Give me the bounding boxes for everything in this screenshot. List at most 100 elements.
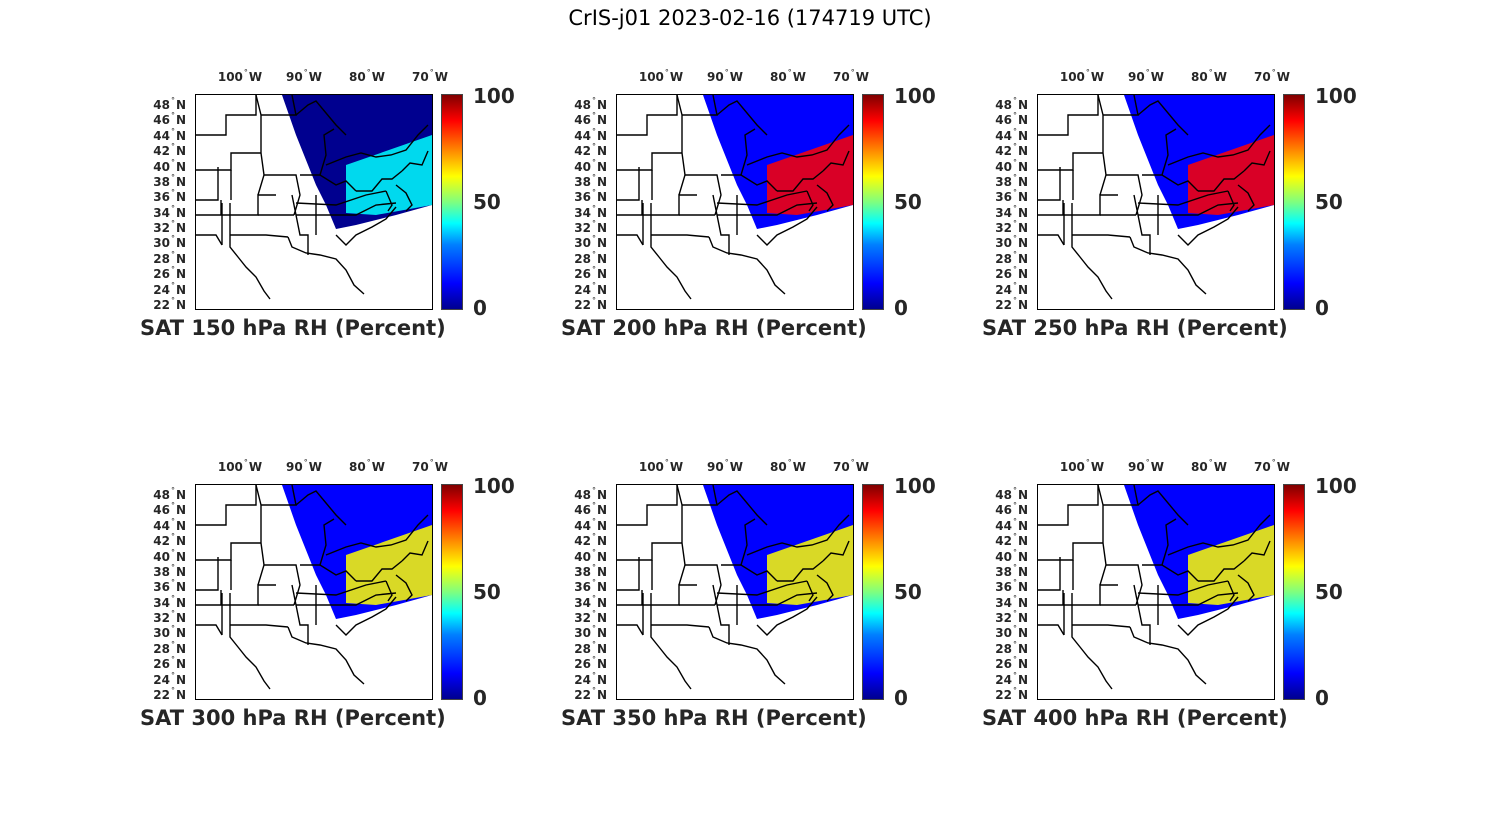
panel-title: SAT 200 hPa RH (Percent) <box>561 316 867 340</box>
latitude-tick-label: 22°N <box>153 686 186 702</box>
colorbar-tick-label: 0 <box>473 296 487 320</box>
latitude-tick-label: 28°N <box>995 639 1028 656</box>
latitude-tick-label: 44°N <box>574 516 607 533</box>
boundary-line <box>229 203 271 300</box>
boundary-line <box>230 234 289 238</box>
boundary-line <box>1137 190 1229 206</box>
boundary-line <box>1133 584 1151 645</box>
colorbar <box>1283 94 1305 310</box>
colorbar-tick-label: 0 <box>894 686 908 710</box>
boundary-line <box>822 540 850 562</box>
latitude-tick-label: 38°N <box>153 172 186 189</box>
boundary-line <box>1038 485 1099 526</box>
longitude-tick-label: 100°W <box>217 68 263 84</box>
map-svg <box>196 485 432 690</box>
latitude-axis: 48°N 46°N 44°N 42°N 40°N 38°N 36°N 34°N 32°N 30°N… <box>982 484 1032 702</box>
boundary-line <box>1038 542 1103 561</box>
boundary-line <box>196 584 276 606</box>
boundary-line <box>617 194 697 216</box>
colorbar-tick-label: 100 <box>894 84 936 108</box>
latitude-tick-label: 30°N <box>995 624 1028 641</box>
state-boundaries <box>196 485 429 690</box>
boundary-line <box>712 194 730 255</box>
colorbar-tick-label: 0 <box>1315 296 1329 320</box>
longitude-tick-label: 80°W <box>770 458 806 474</box>
boundary-line <box>1038 234 1065 246</box>
boundary-line <box>1167 514 1271 556</box>
boundary-line <box>676 95 686 196</box>
boundary-line <box>716 190 808 206</box>
boundary-line <box>716 490 768 526</box>
boundary-line <box>401 150 429 172</box>
latitude-tick-label: 22°N <box>574 686 607 702</box>
boundary-line <box>1137 490 1189 526</box>
boundary-line <box>617 542 682 561</box>
boundary-line <box>385 580 393 602</box>
map-plot-area <box>1037 94 1275 310</box>
latitude-tick-label: 24°N <box>995 670 1028 687</box>
boundary-line <box>1071 203 1113 300</box>
map-panel: 100°W 90°W 80°W 70°W 48°N 46°N 44°N 42°N 40°N 38°… <box>140 68 560 370</box>
latitude-tick-label: 30°N <box>153 624 186 641</box>
latitude-tick-label: 24°N <box>995 280 1028 297</box>
latitude-axis: 48°N 46°N 44°N 42°N 40°N 38°N 36°N 34°N 32°N 30°N… <box>140 484 190 702</box>
boundary-line <box>1106 174 1143 216</box>
map-panel: 100°W 90°W 80°W 70°W 48°N 46°N 44°N 42°N 40°N 38°… <box>561 458 981 760</box>
boundary-line <box>255 95 265 196</box>
latitude-tick-label: 36°N <box>153 578 186 595</box>
boundary-line <box>300 128 335 176</box>
latitude-tick-label: 34°N <box>574 593 607 610</box>
boundary-line <box>617 167 640 201</box>
boundary-line <box>806 190 814 212</box>
latitude-tick-label: 22°N <box>995 686 1028 702</box>
longitude-tick-label: 70°W <box>833 458 869 474</box>
boundary-line <box>1142 518 1177 566</box>
boundary-line <box>740 564 778 582</box>
latitude-tick-label: 26°N <box>574 655 607 672</box>
boundary-line <box>816 184 834 212</box>
latitude-tick-label: 42°N <box>153 142 186 159</box>
boundary-line <box>650 593 692 690</box>
latitude-tick-label: 30°N <box>574 234 607 251</box>
latitude-tick-label: 40°N <box>995 547 1028 564</box>
boundary-line <box>295 490 347 526</box>
state-boundaries <box>1038 485 1271 690</box>
longitude-axis: 100°W 90°W 80°W 70°W <box>616 458 876 478</box>
colorbar-tick-label: 100 <box>473 474 515 498</box>
longitude-axis: 100°W 90°W 80°W 70°W <box>1037 458 1297 478</box>
longitude-tick-label: 100°W <box>1059 68 1105 84</box>
boundary-line <box>1038 95 1099 136</box>
boundary-line <box>296 592 397 606</box>
colorbar-tick-label: 0 <box>473 686 487 710</box>
boundary-line <box>617 624 644 636</box>
latitude-tick-label: 40°N <box>995 157 1028 174</box>
latitude-tick-label: 38°N <box>574 562 607 579</box>
longitude-tick-label: 70°W <box>1254 458 1290 474</box>
boundary-line <box>255 485 265 586</box>
boundary-line <box>1161 174 1199 192</box>
latitude-tick-label: 24°N <box>574 280 607 297</box>
latitude-tick-label: 30°N <box>574 624 607 641</box>
latitude-tick-label: 48°N <box>153 486 186 502</box>
boundary-line <box>296 202 397 216</box>
panel-title: SAT 150 hPa RH (Percent) <box>140 316 446 340</box>
boundary-line <box>716 580 808 596</box>
longitude-tick-label: 70°W <box>1254 68 1290 84</box>
latitude-tick-label: 48°N <box>995 486 1028 502</box>
boundary-line <box>708 626 786 685</box>
map-svg <box>617 485 853 690</box>
boundary-line <box>1129 236 1207 295</box>
latitude-tick-label: 32°N <box>574 219 607 236</box>
latitude-tick-label: 26°N <box>153 265 186 282</box>
boundary-line <box>264 174 301 216</box>
boundary-line <box>1038 152 1103 171</box>
latitude-tick-label: 42°N <box>574 142 607 159</box>
latitude-tick-label: 36°N <box>574 578 607 595</box>
colorbar-tick-label: 50 <box>1315 580 1343 604</box>
boundary-line <box>617 557 640 591</box>
latitude-tick-label: 46°N <box>153 111 186 128</box>
boundary-line <box>196 542 261 561</box>
boundary-line <box>325 124 429 166</box>
boundary-line <box>1177 206 1239 246</box>
longitude-tick-label: 90°W <box>1128 68 1164 84</box>
